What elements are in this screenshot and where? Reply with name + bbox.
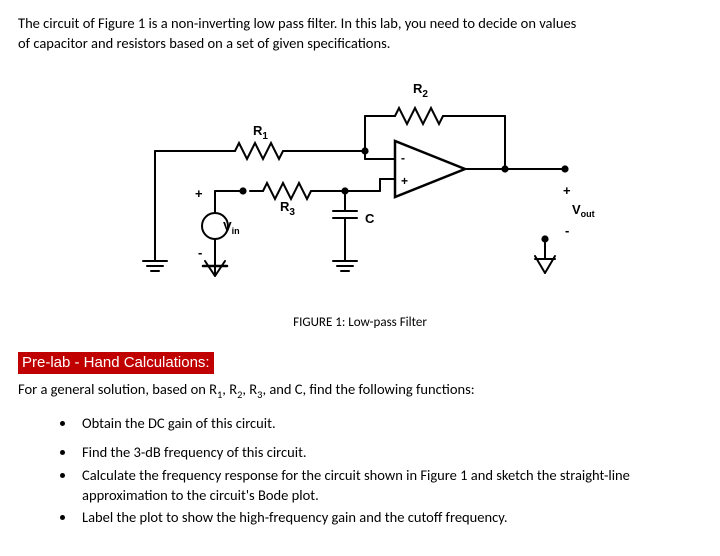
task-item: Calculate the frequency response for the… bbox=[76, 466, 702, 505]
intro-line1: The circuit of Figure 1 is a non-inverti… bbox=[18, 14, 576, 32]
label-r3: R3 bbox=[280, 199, 295, 218]
label-vin-minus: - bbox=[198, 245, 202, 260]
task-list: Obtain the DC gain of this circuit. Find… bbox=[18, 414, 702, 528]
label-vout: Vout bbox=[572, 202, 595, 219]
intro-paragraph: The circuit of Figure 1 is a non-inverti… bbox=[18, 14, 702, 53]
task-item: Label the plot to show the high-frequenc… bbox=[76, 508, 702, 528]
label-r2: R2 bbox=[413, 81, 428, 100]
circuit-diagram: R1 R2 R3 C + - Vin + - Vout - + bbox=[125, 61, 595, 306]
task-item: Find the 3-dB frequency of this circuit. bbox=[76, 443, 702, 463]
opamp-plus: + bbox=[401, 174, 408, 188]
figure-caption: FIGURE 1: Low-pass Filter bbox=[18, 314, 702, 332]
task-item: Obtain the DC gain of this circuit. bbox=[76, 414, 702, 434]
figure-1: R1 R2 R3 C + - Vin + - Vout - + FIGURE 1… bbox=[18, 61, 702, 332]
prelab-instruction: For a general solution, based on R1, R2,… bbox=[18, 380, 702, 402]
label-c: C bbox=[365, 211, 375, 226]
label-vout-plus: + bbox=[563, 183, 571, 198]
label-r1: R1 bbox=[253, 123, 268, 142]
intro-line2: of capacitor and resistors based on a se… bbox=[18, 34, 390, 52]
label-vin-plus: + bbox=[195, 186, 203, 201]
prelab-header: Pre-lab - Hand Calculations: bbox=[18, 352, 214, 374]
opamp-minus: - bbox=[401, 151, 405, 165]
label-vout-minus: - bbox=[565, 223, 569, 238]
label-vin: Vin bbox=[223, 219, 240, 236]
